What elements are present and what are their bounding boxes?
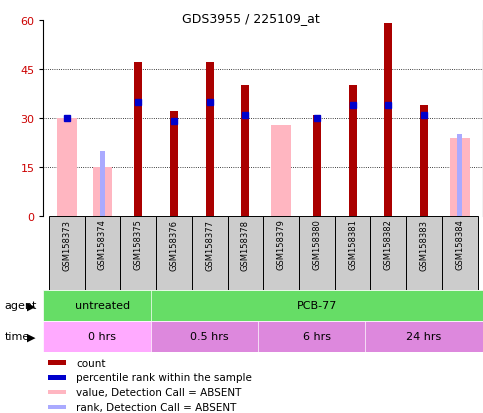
Text: GSM158384: GSM158384 [455,219,464,270]
Bar [442,217,478,290]
Bar [57,119,76,217]
Bar [151,290,483,321]
Text: 6 hrs: 6 hrs [303,331,331,342]
Bar [227,217,263,290]
Text: 0 hrs: 0 hrs [88,331,116,342]
Text: 24 hrs: 24 hrs [406,331,441,342]
Bar [450,138,469,217]
Text: rank, Detection Call = ABSENT: rank, Detection Call = ABSENT [76,402,237,412]
Bar [384,24,392,217]
Bar [100,152,105,217]
Text: GSM158383: GSM158383 [420,219,428,270]
Text: percentile rank within the sample: percentile rank within the sample [76,373,252,382]
Text: untreated: untreated [75,301,130,311]
Text: GSM158378: GSM158378 [241,219,250,270]
Bar [134,63,142,217]
Bar [313,116,321,217]
Text: GSM158374: GSM158374 [98,219,107,270]
Bar [370,217,406,290]
Bar [349,86,356,217]
Text: PCB-77: PCB-77 [297,301,337,311]
Bar [242,86,249,217]
Text: GSM158381: GSM158381 [348,219,357,270]
Bar [48,390,66,394]
Bar [43,290,161,321]
Bar [299,217,335,290]
Text: time: time [5,331,30,342]
Text: GSM158380: GSM158380 [313,219,321,270]
Text: count: count [76,358,106,368]
Bar [192,217,227,290]
Text: GSM158377: GSM158377 [205,219,214,270]
Bar [258,321,376,352]
Text: GSM158375: GSM158375 [134,219,142,270]
Bar [43,321,161,352]
Bar [206,63,213,217]
Text: ▶: ▶ [27,301,36,311]
Bar [263,217,299,290]
Bar [420,106,428,217]
Bar [151,321,269,352]
Text: GDS3955 / 225109_at: GDS3955 / 225109_at [182,12,320,25]
Bar [48,405,66,409]
Text: GSM158379: GSM158379 [277,219,285,270]
Bar [48,375,66,380]
Text: GSM158373: GSM158373 [62,219,71,270]
Bar [457,135,462,217]
Bar [170,112,178,217]
Bar [93,168,112,217]
Bar [271,125,291,217]
Bar [156,217,192,290]
Bar [48,361,66,365]
Text: ▶: ▶ [27,331,36,342]
Text: agent: agent [5,301,37,311]
Bar [85,217,120,290]
Bar [335,217,370,290]
Text: value, Detection Call = ABSENT: value, Detection Call = ABSENT [76,387,242,397]
Text: GSM158376: GSM158376 [170,219,178,270]
Bar [49,217,85,290]
Bar [120,217,156,290]
Text: GSM158382: GSM158382 [384,219,393,270]
Bar [406,217,442,290]
Bar [365,321,483,352]
Text: 0.5 hrs: 0.5 hrs [190,331,229,342]
